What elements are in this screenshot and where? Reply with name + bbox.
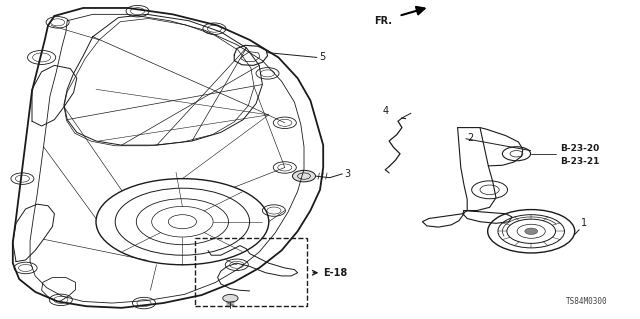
Circle shape <box>292 170 316 182</box>
Text: 3: 3 <box>344 169 351 179</box>
Text: FR.: FR. <box>374 16 392 26</box>
Text: 5: 5 <box>319 52 325 63</box>
Text: 1: 1 <box>580 218 587 228</box>
Text: E-18: E-18 <box>323 268 348 278</box>
Text: 4: 4 <box>382 106 388 116</box>
Text: B-23-20: B-23-20 <box>560 144 599 153</box>
Circle shape <box>525 228 538 234</box>
Circle shape <box>223 294 238 302</box>
Text: B-23-21: B-23-21 <box>560 157 600 166</box>
Text: 2: 2 <box>467 133 474 143</box>
Text: TS84M0300: TS84M0300 <box>566 297 608 306</box>
